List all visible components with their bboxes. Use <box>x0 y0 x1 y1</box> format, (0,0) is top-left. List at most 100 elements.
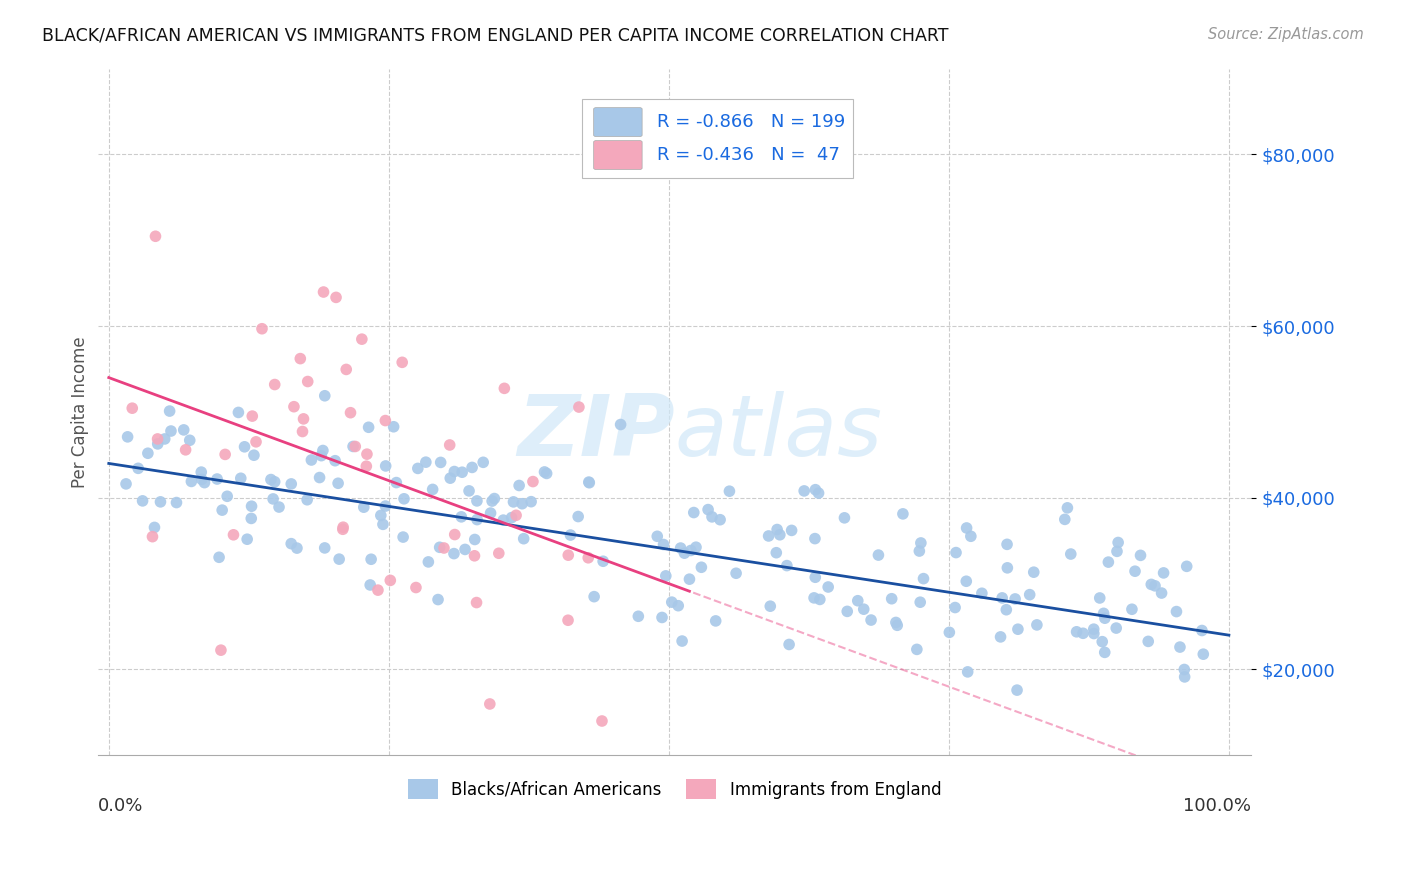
Point <box>311 449 333 463</box>
Point <box>382 419 405 434</box>
Point <box>807 486 830 500</box>
Point <box>769 528 792 542</box>
Point <box>1191 624 1213 638</box>
Point <box>240 409 263 423</box>
Point <box>943 600 966 615</box>
Point <box>884 615 907 630</box>
Point <box>146 437 169 451</box>
Point <box>1018 588 1040 602</box>
Point <box>955 521 977 535</box>
Point <box>297 375 319 389</box>
Point <box>465 494 488 508</box>
Point <box>263 475 285 489</box>
Point <box>1022 565 1045 579</box>
Point <box>323 453 346 467</box>
Point <box>179 434 201 448</box>
Point <box>852 602 875 616</box>
Point <box>1094 611 1116 625</box>
Point <box>280 477 302 491</box>
Point <box>159 404 181 418</box>
Point <box>1174 670 1197 684</box>
Point <box>263 377 285 392</box>
Point <box>891 507 914 521</box>
Text: 0.0%: 0.0% <box>97 797 143 814</box>
Point <box>141 530 163 544</box>
Point <box>190 465 212 479</box>
Point <box>374 499 396 513</box>
Point <box>357 420 380 434</box>
Point <box>250 322 273 336</box>
Point <box>1004 591 1026 606</box>
Point <box>339 406 361 420</box>
Point <box>576 550 599 565</box>
Point <box>479 506 502 520</box>
Point <box>533 465 555 479</box>
Point <box>353 500 375 515</box>
Point <box>127 461 149 475</box>
Point <box>990 630 1012 644</box>
Point <box>350 332 373 346</box>
Point <box>938 625 960 640</box>
Point <box>1153 566 1175 580</box>
Point <box>1121 602 1143 616</box>
Point <box>718 484 741 499</box>
Point <box>1053 512 1076 526</box>
Point <box>804 483 827 497</box>
Point <box>115 476 138 491</box>
FancyBboxPatch shape <box>582 99 853 178</box>
Point <box>217 489 239 503</box>
Text: 100.0%: 100.0% <box>1184 797 1251 814</box>
Point <box>776 558 799 573</box>
Point <box>418 555 440 569</box>
Point <box>682 506 704 520</box>
Point <box>245 434 267 449</box>
Point <box>146 432 169 446</box>
Legend: Blacks/African Americans, Immigrants from England: Blacks/African Americans, Immigrants fro… <box>401 772 948 805</box>
Point <box>956 665 979 679</box>
Point <box>1025 618 1047 632</box>
Point <box>995 603 1018 617</box>
Point <box>332 522 354 536</box>
Point <box>1140 577 1163 591</box>
Point <box>492 513 515 527</box>
Point <box>1071 626 1094 640</box>
Point <box>1088 591 1111 605</box>
Point <box>193 475 215 490</box>
Point <box>508 478 530 492</box>
Point <box>443 465 465 479</box>
Point <box>356 459 378 474</box>
Point <box>439 438 461 452</box>
Point <box>222 528 245 542</box>
Point <box>370 508 392 523</box>
Point <box>209 643 232 657</box>
Point <box>655 569 678 583</box>
Point <box>174 442 197 457</box>
Point <box>433 541 456 555</box>
Point <box>908 544 931 558</box>
Point <box>314 389 336 403</box>
Point <box>465 596 488 610</box>
FancyBboxPatch shape <box>593 141 643 169</box>
Point <box>260 473 283 487</box>
Point <box>233 440 256 454</box>
Point <box>131 494 153 508</box>
Text: atlas: atlas <box>675 391 883 474</box>
Point <box>136 446 159 460</box>
Point <box>463 549 485 563</box>
Point <box>443 527 465 541</box>
Point <box>342 440 364 454</box>
Point <box>591 714 613 728</box>
Point <box>578 475 600 489</box>
Point <box>356 447 378 461</box>
Point <box>262 491 284 506</box>
Point <box>332 520 354 534</box>
Point <box>173 423 195 437</box>
Point <box>502 495 524 509</box>
Point <box>868 548 890 562</box>
Point <box>886 618 908 632</box>
Point <box>846 593 869 607</box>
Point <box>512 532 534 546</box>
Point <box>465 513 488 527</box>
Point <box>488 546 510 560</box>
Point <box>472 455 495 469</box>
